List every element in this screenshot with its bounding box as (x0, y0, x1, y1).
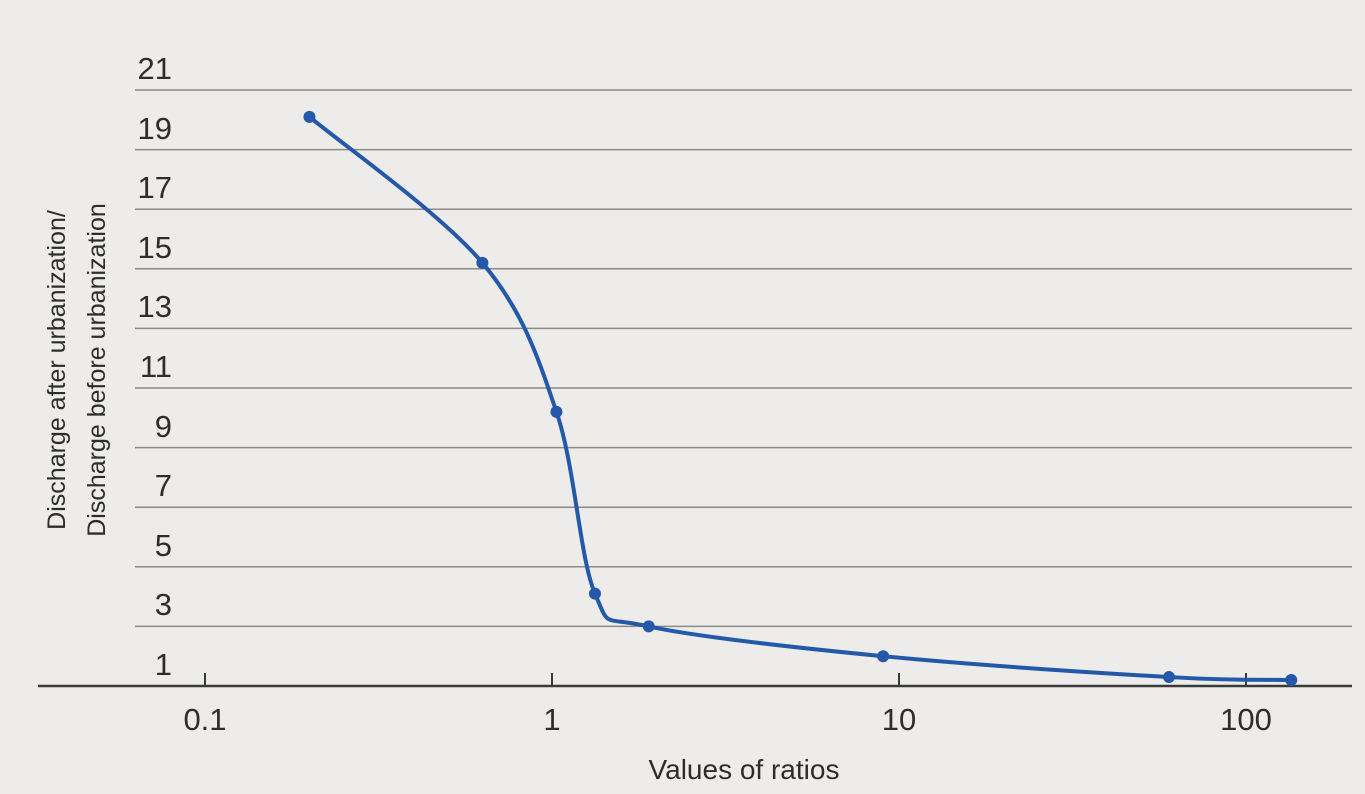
y-tick-label: 21 (137, 51, 172, 86)
y-tick-label: 1 (154, 647, 172, 682)
y-tick-label: 9 (154, 408, 172, 444)
y-tick-label: 19 (137, 110, 172, 146)
data-point-marker (1285, 674, 1298, 687)
y-tick-label: 7 (154, 468, 172, 504)
y-tick-label: 13 (137, 289, 172, 325)
data-point-marker (550, 405, 563, 418)
y-tick-label: 15 (137, 229, 172, 265)
y-tick-label: 17 (137, 170, 172, 206)
data-point-marker (303, 110, 316, 123)
y-tick-label: 11 (139, 349, 172, 384)
data-point-marker (642, 620, 655, 633)
data-series-line (307, 114, 1294, 683)
data-point-marker (1163, 671, 1176, 684)
y-tick-label: 3 (154, 587, 172, 623)
x-tick-label: 0.1 (183, 702, 227, 737)
x-tick-label: 1 (543, 702, 561, 737)
x-tick-label: 100 (1220, 702, 1272, 737)
data-point-marker (588, 587, 601, 600)
y-axis-title: Discharge after urbanization/ Discharge … (37, 203, 117, 537)
y-axis-title-line1: Discharge after urbanization/ (43, 210, 71, 530)
y-axis-title-line2: Discharge before urbanization (83, 203, 111, 537)
x-axis-title: Values of ratios (648, 754, 840, 785)
data-point-marker (476, 256, 489, 269)
y-tick-label: 5 (154, 527, 172, 563)
data-point-marker (877, 650, 890, 663)
x-tick-label: 10 (881, 702, 917, 737)
